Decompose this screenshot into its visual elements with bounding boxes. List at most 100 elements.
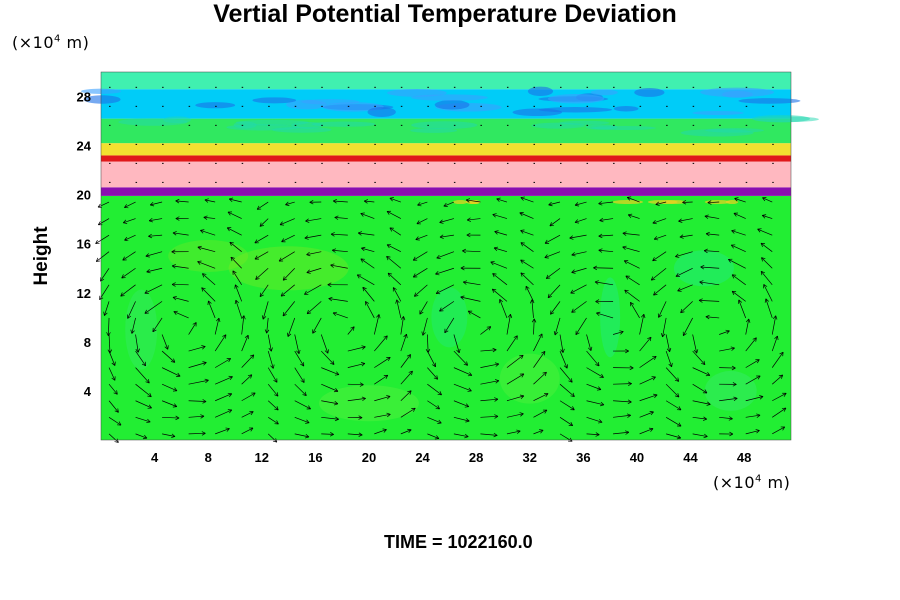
velocity-arrow: [144, 284, 163, 294]
x-unit-suffix: m): [761, 473, 791, 492]
velocity-arrow: [692, 416, 707, 421]
velocity-arrow: [374, 335, 388, 352]
velocity-arrow: [529, 299, 535, 318]
velocity-arrow: [188, 378, 209, 385]
velocity-arrow: [531, 318, 537, 335]
velocity-arrow: [171, 249, 189, 254]
velocity-arrow: [544, 251, 561, 259]
velocity-arrow: [108, 350, 116, 366]
velocity-arrow: [332, 311, 348, 319]
velocity-arrow: [453, 433, 469, 439]
velocity-arrow: [373, 314, 381, 335]
velocity-arrow: [466, 217, 481, 222]
velocity-arrow: [321, 400, 339, 406]
velocity-arrow: [202, 273, 216, 286]
velocity-arrow: [665, 400, 682, 411]
velocity-arrow: [232, 270, 242, 286]
velocity-arrow: [692, 334, 699, 354]
velocity-arrow: [666, 433, 682, 440]
velocity-arrow: [559, 367, 573, 383]
velocity-vectors: [95, 86, 787, 443]
velocity-arrow: [416, 218, 428, 225]
y-tick-20: 20: [77, 188, 91, 203]
velocity-arrow: [254, 234, 269, 244]
y-unit-suffix: m): [60, 33, 90, 52]
x-tick-24: 24: [415, 450, 430, 465]
y-tick-12: 12: [77, 286, 91, 301]
time-value: 1022160.0: [447, 532, 533, 552]
velocity-arrow: [400, 354, 411, 368]
velocity-arrow: [650, 267, 667, 281]
velocity-arrow: [97, 218, 110, 226]
mid-patch: [411, 121, 478, 130]
velocity-arrow: [267, 400, 279, 411]
velocity-arrow: [682, 200, 693, 205]
velocity-arrow: [255, 268, 269, 280]
velocity-arrow: [613, 399, 632, 404]
upper-patch: [195, 102, 236, 109]
velocity-arrow: [294, 383, 307, 396]
velocity-arrow: [161, 350, 176, 363]
velocity-arrow: [745, 359, 760, 368]
velocity-arrow: [171, 264, 189, 269]
velocity-arrow: [312, 317, 322, 334]
velocity-arrow: [347, 326, 355, 335]
lower-patch: [318, 385, 419, 422]
velocity-arrow: [665, 417, 682, 427]
velocity-arrow: [719, 396, 738, 402]
velocity-arrow: [365, 301, 375, 319]
velocity-arrow: [439, 301, 455, 312]
velocity-arrow: [421, 317, 428, 336]
velocity-arrow: [665, 350, 673, 368]
velocity-arrow: [412, 267, 428, 278]
velocity-arrow: [506, 394, 525, 402]
velocity-arrow: [347, 396, 366, 402]
velocity-arrow: [549, 218, 561, 227]
velocity-arrow: [771, 351, 784, 368]
velocity-arrow: [480, 432, 498, 438]
velocity-arrow: [680, 301, 693, 314]
velocity-arrow: [692, 400, 711, 406]
velocity-arrow: [598, 248, 614, 253]
upper-patch: [634, 88, 665, 97]
velocity-arrow: [490, 261, 508, 269]
velocity-arrow: [757, 228, 773, 236]
velocity-arrow: [374, 356, 391, 368]
velocity-arrow: [230, 256, 242, 269]
velocity-arrow: [347, 432, 363, 437]
velocity-arrow: [623, 260, 640, 269]
velocity-arrow: [480, 379, 500, 385]
velocity-arrow: [613, 413, 631, 418]
upper-patch: [301, 99, 360, 105]
velocity-arrow: [548, 201, 561, 207]
upper-patch: [547, 94, 605, 104]
velocity-arrow: [148, 217, 163, 223]
velocity-arrow: [760, 242, 773, 252]
velocity-arrow: [443, 201, 455, 207]
velocity-arrow: [730, 244, 746, 253]
velocity-arrow: [361, 246, 375, 253]
velocity-arrow: [122, 218, 136, 224]
velocity-arrow: [281, 234, 295, 243]
x-unit-prefix: (×10: [713, 473, 756, 492]
velocity-arrow: [639, 336, 652, 352]
velocity-arrow: [571, 267, 587, 274]
velocity-arrow: [639, 427, 654, 435]
velocity-arrow: [241, 374, 253, 385]
velocity-arrow: [278, 251, 295, 262]
velocity-arrow: [172, 295, 189, 302]
velocity-arrow: [103, 301, 110, 316]
velocity-arrow: [533, 333, 543, 352]
velocity-arrow: [692, 383, 708, 394]
velocity-arrow: [95, 234, 110, 245]
mid-patch: [235, 119, 309, 126]
velocity-arrow: [559, 383, 575, 397]
x-tick-40: 40: [630, 450, 644, 465]
velocity-arrow: [327, 282, 348, 287]
velocity-arrow: [745, 413, 761, 418]
velocity-arrow: [525, 285, 534, 302]
velocity-arrow: [763, 284, 773, 302]
velocity-arrow: [215, 427, 230, 435]
velocity-arrow: [494, 230, 508, 236]
velocity-arrow: [613, 365, 634, 371]
